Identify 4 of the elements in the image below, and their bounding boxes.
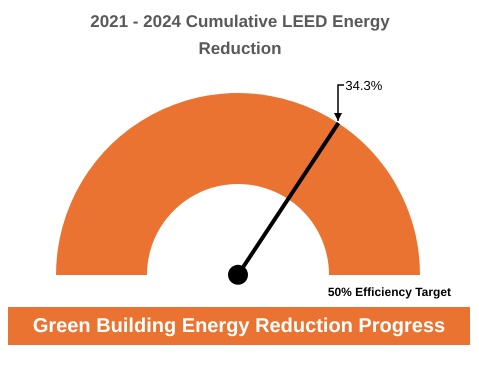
chart-title: 2021 - 2024 Cumulative LEED Energy Reduction: [90, 11, 390, 60]
text: 34.3%: [345, 78, 382, 94]
text: 50% Efficiency Target: [328, 285, 451, 299]
text: Green Building Energy Reduction Progress: [8, 307, 470, 345]
